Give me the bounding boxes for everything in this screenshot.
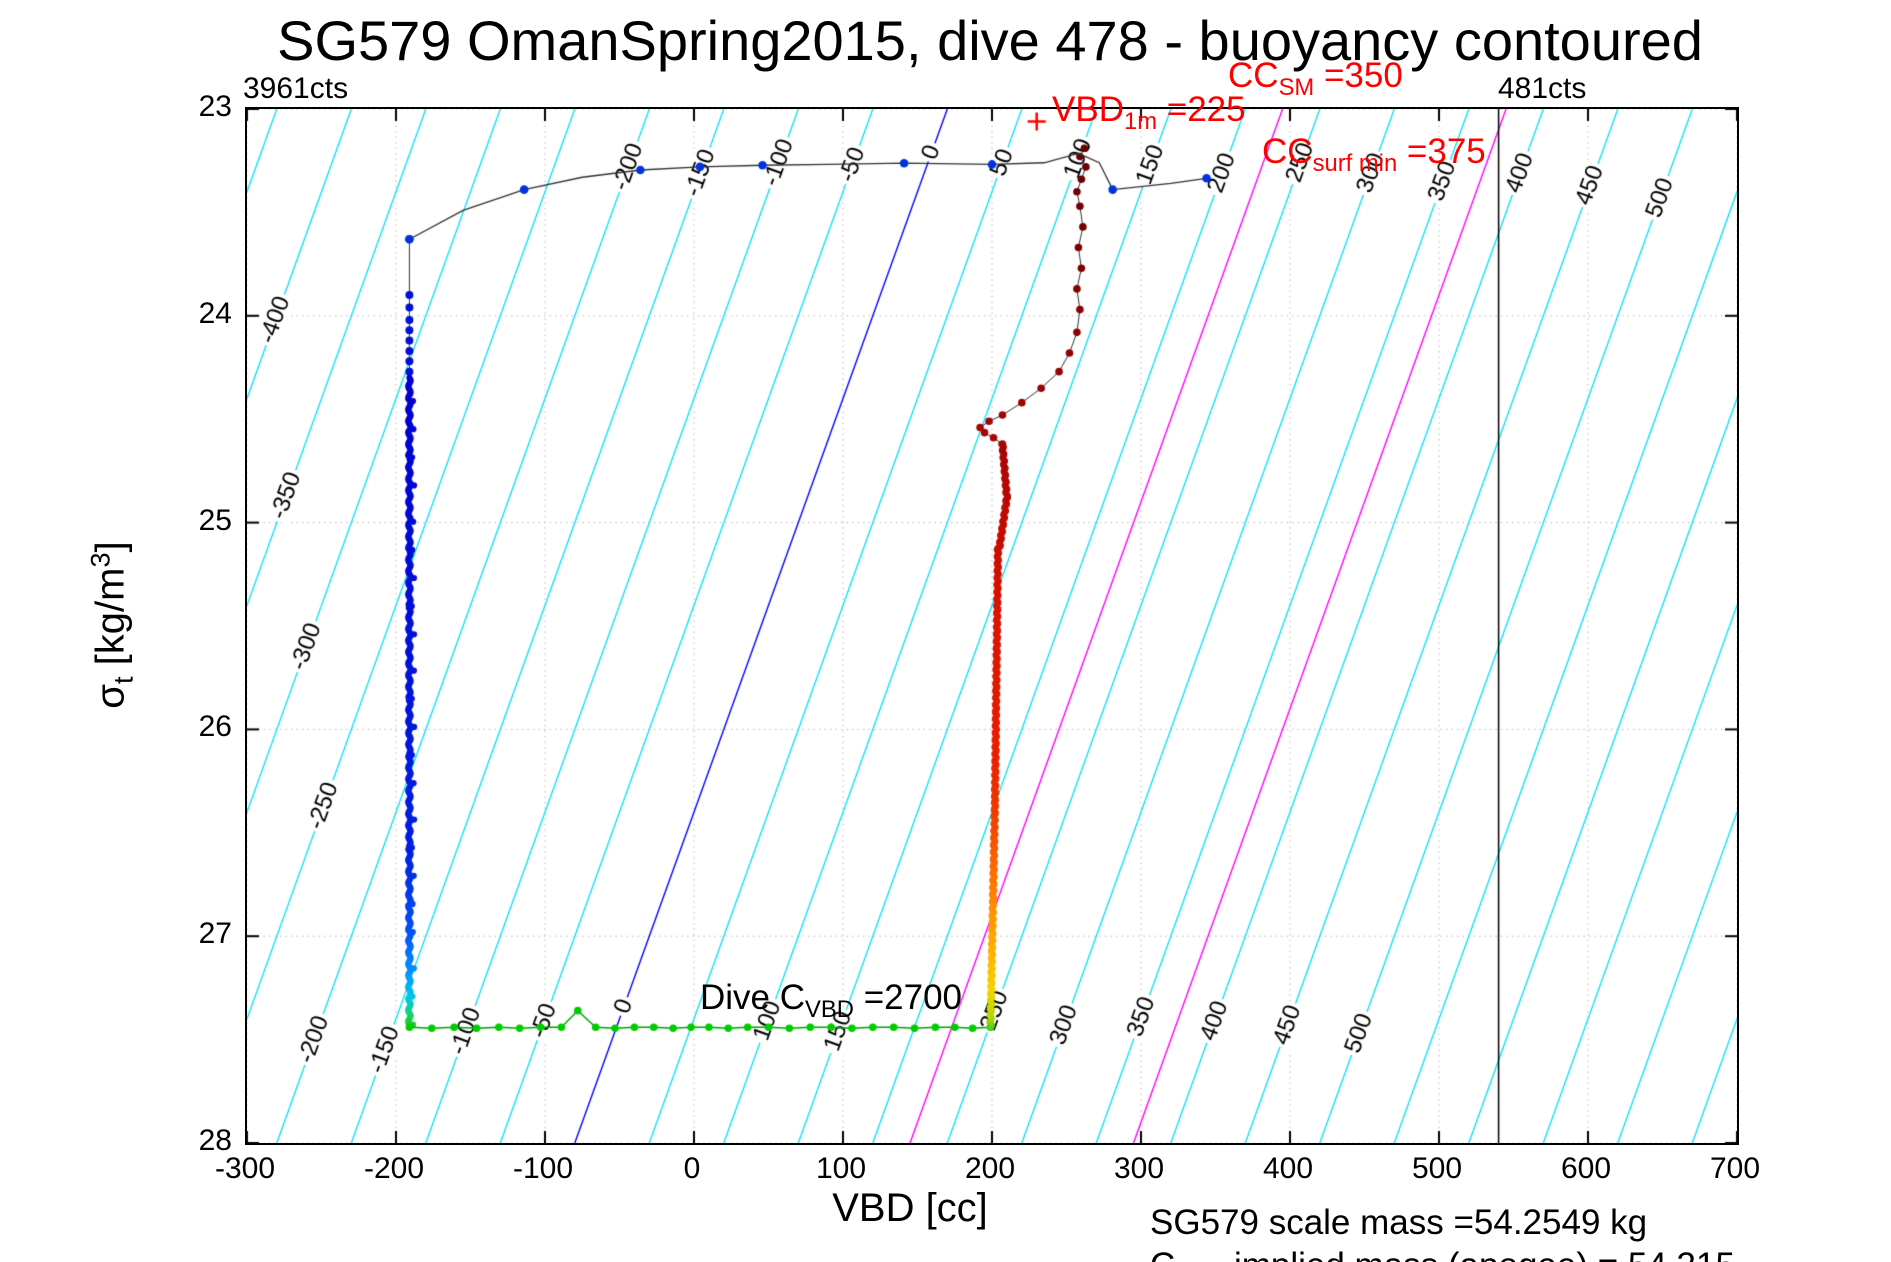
annotation-cc-sm: CCSM =350	[1228, 56, 1403, 102]
ylabel-mid: [kg/m	[88, 567, 133, 677]
counts-label-right: 481cts	[1498, 72, 1587, 105]
chart-canvas	[247, 109, 1737, 1143]
y-tick-label: 27	[198, 917, 232, 951]
x-tick-label: 0	[683, 1152, 701, 1185]
x-tick-label: 200	[964, 1152, 1016, 1185]
x-tick-label: 100	[815, 1152, 867, 1185]
scale-mass-text: SG579 scale mass =54.2549 kg	[1150, 1203, 1648, 1242]
ylabel-end: ]	[88, 541, 133, 553]
implied-mass-post: implied mass (apogee) = 54.315	[1224, 1246, 1735, 1262]
y-axis-label: σt [kg/m3]	[84, 541, 139, 708]
implied-mass-text: CVBD implied mass (apogee) = 54.315	[1150, 1246, 1735, 1262]
x-tick-label: -300	[214, 1152, 276, 1185]
annotation-cc-surf-min-text: CC	[1262, 132, 1313, 171]
x-tick-label: 500	[1411, 1152, 1463, 1185]
annotation-dive-cvbd-sub: VBD	[805, 996, 854, 1023]
y-tick-label: 25	[198, 503, 232, 537]
annotation-dive-cvbd: Dive CVBD =2700	[700, 978, 962, 1024]
annotation-cc-sm-sub: SM	[1278, 74, 1315, 101]
y-tick-label: 23	[198, 90, 232, 123]
x-tick-label: -200	[363, 1152, 425, 1185]
y-tick-label: 28	[198, 1124, 232, 1157]
annotation-vbd-1m-sub: 1m	[1123, 108, 1158, 135]
y-tick-label: 26	[198, 710, 232, 744]
annotation-cc-surf-min-sub: surf min	[1312, 150, 1398, 177]
annotation-dive-cvbd-value: =2700	[853, 978, 962, 1017]
x-tick-label: -100	[512, 1152, 574, 1185]
x-axis-label: VBD [cc]	[832, 1186, 988, 1230]
x-tick-label: 400	[1262, 1152, 1314, 1185]
annotation-vbd-1m-text: VBD	[1052, 90, 1124, 129]
annotation-dive-cvbd-text: Dive C	[700, 978, 806, 1017]
y-tick-label: 24	[198, 296, 232, 330]
annotation-vbd-1m-value: =225	[1157, 90, 1246, 129]
ylabel-sup: 3	[84, 552, 116, 568]
annotation-cc-sm-value: =350	[1314, 56, 1403, 95]
x-tick-label: 600	[1560, 1152, 1612, 1185]
chart-title: SG579 OmanSpring2015, dive 478 - buoyanc…	[277, 9, 1703, 72]
x-tick-label: 300	[1113, 1152, 1165, 1185]
ylabel-sigma: σ	[88, 684, 133, 709]
implied-mass-pre: C	[1150, 1246, 1175, 1262]
plot-area	[245, 107, 1739, 1145]
counts-label-left: 3961cts	[243, 72, 349, 105]
annotation-cc-surf-min-value: =375	[1397, 132, 1486, 171]
ylabel-sub: t	[107, 676, 139, 685]
annotation-cc-surf-min: CCsurf min =375	[1262, 132, 1486, 178]
x-tick-label: 700	[1709, 1152, 1761, 1185]
annotation-vbd-1m: VBD1m =225	[1052, 90, 1246, 136]
annotation-cc-sm-text: CC	[1228, 56, 1279, 95]
